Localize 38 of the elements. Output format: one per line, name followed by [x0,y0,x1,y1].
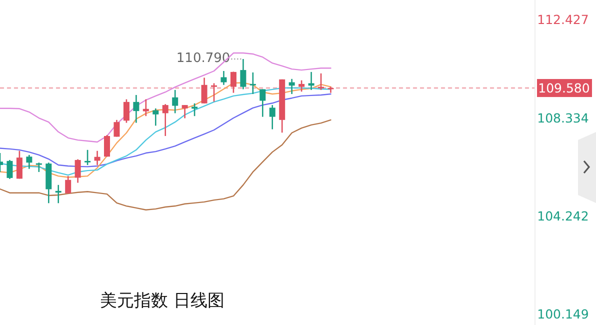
candlestick [104,134,110,158]
candlestick [260,88,266,118]
y-tick-label: 112.427 [537,12,589,28]
line-series [0,52,332,143]
candlestick [114,119,120,138]
candlestick [36,162,42,173]
candlestick [65,175,72,194]
y-tick-label: 104.242 [537,208,589,224]
candlestick [298,80,305,92]
candlestick [84,149,91,166]
candlestick [123,98,130,124]
candlestick [308,71,314,91]
candlestick [142,98,149,117]
candlestick [240,58,246,90]
text: 美元指数 日线图 [100,291,224,311]
candlestick [230,71,236,94]
candlestick [269,104,276,130]
candlestick [211,82,217,102]
y-tick-label: 100.149 [537,306,589,322]
candlestick [220,70,227,86]
candlestick [94,150,100,166]
line-series [0,119,332,210]
candlestick [133,94,140,124]
candlestick [318,72,324,91]
ref-line-label: 109.580 [538,80,590,96]
candlestick [55,184,62,204]
candlestick [26,154,32,170]
candlestick [172,89,178,114]
candlestick [6,159,13,180]
candlestick [162,103,168,137]
candlestick [192,102,198,117]
candlestick [250,72,256,95]
candlestick [152,108,159,126]
candlestick [182,104,188,119]
candlestick [16,150,22,180]
candlestick [201,77,208,104]
y-tick-label: 108.334 [537,110,589,126]
candlestick [74,158,81,184]
